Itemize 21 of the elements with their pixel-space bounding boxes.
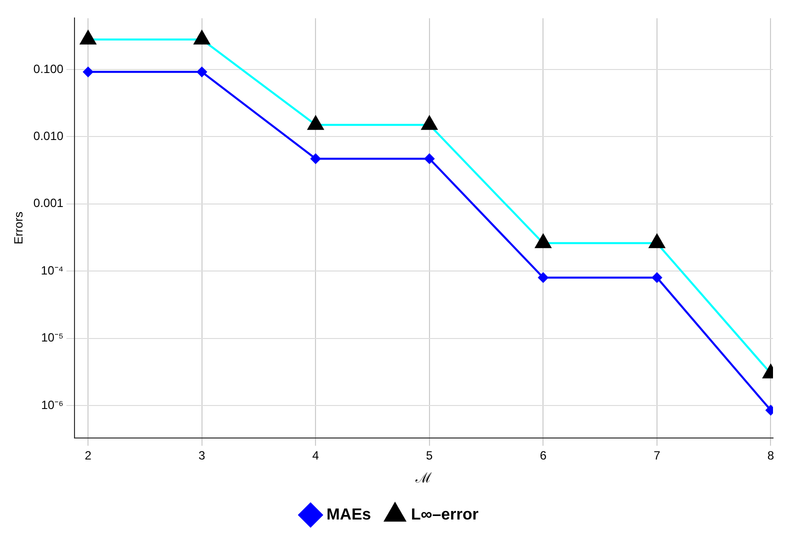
point	[310, 154, 321, 164]
y-axis-title: Errors	[12, 212, 26, 244]
point	[538, 272, 548, 283]
point	[424, 154, 434, 164]
y-tick-label: 0.001	[33, 196, 64, 210]
x-tick-label: 2	[84, 448, 92, 462]
y-tick-label: 10⁻⁴	[40, 263, 64, 278]
x-axis-title: ℳ	[414, 469, 433, 486]
x-tick-label: 3	[198, 448, 206, 462]
point	[652, 272, 662, 283]
legend-label: L∞–error	[411, 506, 478, 524]
x-tick-label: 8	[767, 448, 774, 462]
x-tick-label: 5	[426, 448, 434, 462]
x-tick-label: 6	[540, 448, 547, 462]
x-tick-label: 7	[654, 448, 661, 462]
y-tick-label: 0.010	[33, 129, 64, 143]
y-tick-label: 0.100	[33, 62, 64, 76]
legend-label: MAEs	[326, 506, 372, 524]
x-tick-label: 4	[312, 448, 320, 462]
y-tick-label: 10⁻⁶	[41, 398, 64, 412]
y-tick-label: 10⁻⁵	[41, 330, 64, 345]
